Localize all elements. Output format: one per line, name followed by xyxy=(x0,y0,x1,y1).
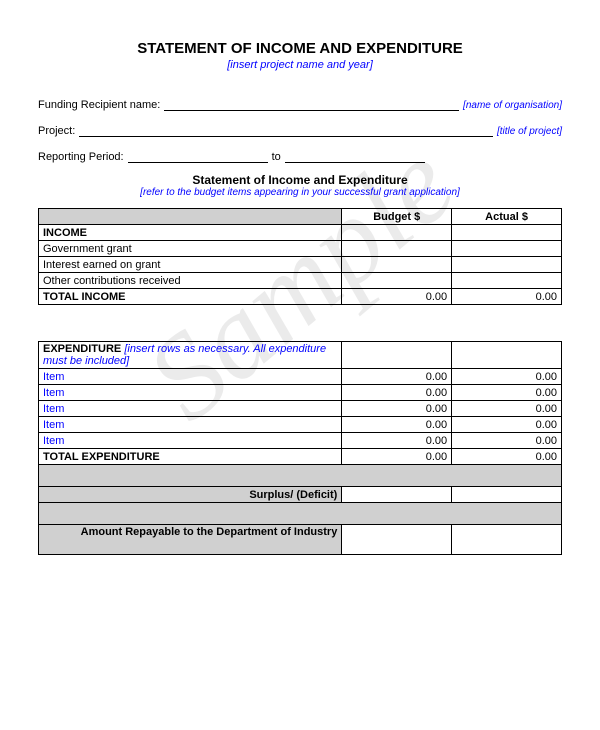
project-hint: [title of project] xyxy=(497,126,562,137)
total-expenditure-row: TOTAL EXPENDITURE 0.00 0.00 xyxy=(39,449,562,465)
total-exp-label: TOTAL EXPENDITURE xyxy=(39,449,342,465)
repayable-budget[interactable] xyxy=(342,525,452,555)
header-actual: Actual $ xyxy=(452,209,562,225)
income-table: Budget $ Actual $ INCOME Government gran… xyxy=(38,208,562,305)
expenditure-table: EXPENDITURE [insert rows as necessary. A… xyxy=(38,341,562,555)
exp-row-label: Item xyxy=(39,369,342,385)
exp-row-label: Item xyxy=(39,385,342,401)
expenditure-row: Item 0.00 0.00 xyxy=(39,417,562,433)
spacer-cell xyxy=(39,503,562,525)
total-exp-budget: 0.00 xyxy=(342,449,452,465)
total-income-label: TOTAL INCOME xyxy=(39,289,342,305)
income-header-row: INCOME xyxy=(39,225,562,241)
expenditure-header-cell: EXPENDITURE [insert rows as necessary. A… xyxy=(39,342,342,369)
expenditure-row: Item 0.00 0.00 xyxy=(39,385,562,401)
repayable-label: Amount Repayable to the Department of In… xyxy=(39,525,342,555)
total-income-actual: 0.00 xyxy=(452,289,562,305)
exp-header-budget xyxy=(342,342,452,369)
recipient-field: Funding Recipient name: [name of organis… xyxy=(38,99,562,111)
income-row-actual[interactable] xyxy=(452,257,562,273)
total-exp-actual: 0.00 xyxy=(452,449,562,465)
income-row: Government grant xyxy=(39,241,562,257)
income-row-budget[interactable] xyxy=(342,241,452,257)
header-budget: Budget $ xyxy=(342,209,452,225)
header-blank xyxy=(39,209,342,225)
spacer-row xyxy=(39,503,562,525)
recipient-line[interactable] xyxy=(164,99,459,111)
income-row-budget[interactable] xyxy=(342,273,452,289)
exp-row-label: Item xyxy=(39,401,342,417)
income-header: INCOME xyxy=(39,225,342,241)
income-row: Other contributions received xyxy=(39,273,562,289)
income-row-label: Other contributions received xyxy=(39,273,342,289)
surplus-row: Surplus/ (Deficit) xyxy=(39,487,562,503)
spacer-cell xyxy=(39,465,562,487)
period-from-line[interactable] xyxy=(128,151,268,163)
income-row-actual[interactable] xyxy=(452,273,562,289)
income-row-actual[interactable] xyxy=(452,241,562,257)
income-header-budget xyxy=(342,225,452,241)
surplus-budget[interactable] xyxy=(342,487,452,503)
expenditure-header-row: EXPENDITURE [insert rows as necessary. A… xyxy=(39,342,562,369)
expenditure-row: Item 0.00 0.00 xyxy=(39,401,562,417)
expenditure-header: EXPENDITURE xyxy=(43,343,121,355)
exp-row-budget[interactable]: 0.00 xyxy=(342,385,452,401)
exp-row-budget[interactable]: 0.00 xyxy=(342,401,452,417)
surplus-actual[interactable] xyxy=(452,487,562,503)
income-row-label: Interest earned on grant xyxy=(39,257,342,273)
income-row-label: Government grant xyxy=(39,241,342,257)
period-to-label: to xyxy=(272,151,281,163)
income-row: Interest earned on grant xyxy=(39,257,562,273)
project-line[interactable] xyxy=(79,125,493,137)
repayable-actual[interactable] xyxy=(452,525,562,555)
exp-row-actual[interactable]: 0.00 xyxy=(452,417,562,433)
spacer-row xyxy=(39,465,562,487)
total-income-budget: 0.00 xyxy=(342,289,452,305)
expenditure-row: Item 0.00 0.00 xyxy=(39,369,562,385)
exp-row-label: Item xyxy=(39,417,342,433)
recipient-label: Funding Recipient name: xyxy=(38,99,160,111)
exp-row-budget[interactable]: 0.00 xyxy=(342,369,452,385)
income-row-budget[interactable] xyxy=(342,257,452,273)
section-title: Statement of Income and Expenditure xyxy=(38,173,562,187)
section-hint: [refer to the budget items appearing in … xyxy=(38,187,562,198)
exp-row-budget[interactable]: 0.00 xyxy=(342,417,452,433)
recipient-hint: [name of organisation] xyxy=(463,100,562,111)
period-to-line[interactable] xyxy=(285,151,425,163)
exp-row-actual[interactable]: 0.00 xyxy=(452,369,562,385)
exp-row-actual[interactable]: 0.00 xyxy=(452,385,562,401)
project-field: Project: [title of project] xyxy=(38,125,562,137)
exp-row-budget[interactable]: 0.00 xyxy=(342,433,452,449)
exp-row-label: Item xyxy=(39,433,342,449)
header-row: Budget $ Actual $ xyxy=(39,209,562,225)
period-label: Reporting Period: xyxy=(38,151,124,163)
period-field: Reporting Period: to xyxy=(38,151,562,163)
expenditure-row: Item 0.00 0.00 xyxy=(39,433,562,449)
exp-row-actual[interactable]: 0.00 xyxy=(452,433,562,449)
exp-row-actual[interactable]: 0.00 xyxy=(452,401,562,417)
project-label: Project: xyxy=(38,125,75,137)
surplus-label: Surplus/ (Deficit) xyxy=(39,487,342,503)
page-subtitle: [insert project name and year] xyxy=(38,59,562,71)
exp-header-actual xyxy=(452,342,562,369)
income-header-actual xyxy=(452,225,562,241)
total-income-row: TOTAL INCOME 0.00 0.00 xyxy=(39,289,562,305)
repayable-row: Amount Repayable to the Department of In… xyxy=(39,525,562,555)
page-title: STATEMENT OF INCOME AND EXPENDITURE xyxy=(38,40,562,57)
